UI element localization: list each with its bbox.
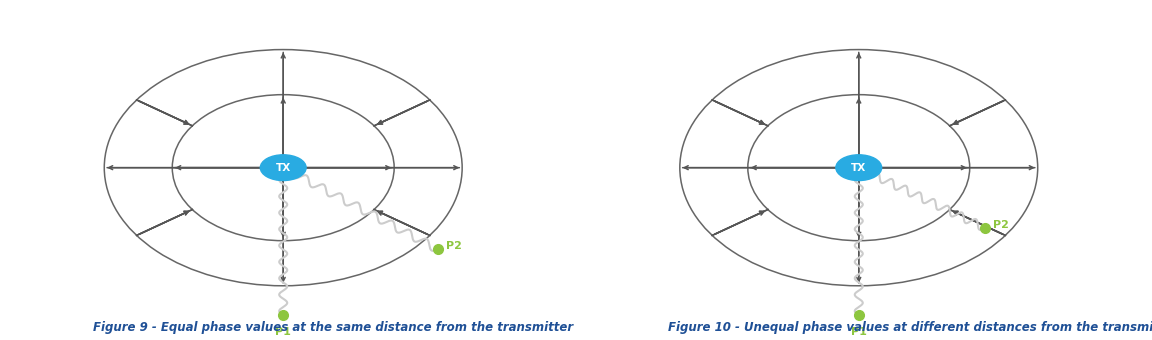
Ellipse shape [260,155,306,181]
Text: Figure 9 - Equal phase values at the same distance from the transmitter: Figure 9 - Equal phase values at the sam… [93,321,573,334]
Text: P2: P2 [993,220,1009,230]
Text: TX: TX [275,163,290,173]
Text: TX: TX [851,163,866,173]
Text: Figure 10 - Unequal phase values at different distances from the transmitter: Figure 10 - Unequal phase values at diff… [668,321,1152,334]
Ellipse shape [836,155,881,181]
Text: P1: P1 [851,327,866,337]
Text: P1: P1 [275,327,291,337]
Text: P2: P2 [447,241,462,251]
